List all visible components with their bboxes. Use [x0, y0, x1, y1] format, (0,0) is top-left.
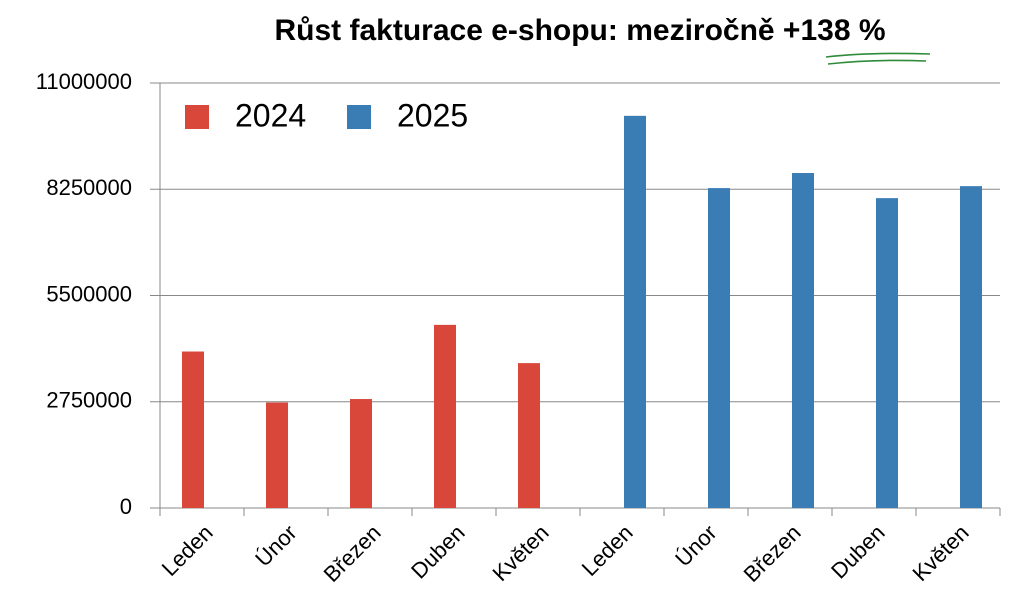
y-tick-label: 11000000: [36, 69, 132, 94]
y-tick-label: 2750000: [46, 388, 132, 413]
x-tick-label: Květen: [488, 520, 554, 586]
legend-label: 2025: [397, 97, 468, 133]
bar: [182, 351, 204, 508]
x-tick-label: Leden: [157, 520, 218, 581]
x-tick-label: Březen: [319, 520, 386, 587]
title-underline: [825, 52, 931, 65]
bar: [266, 402, 288, 508]
x-tick-label: Březen: [739, 520, 806, 587]
bar: [960, 186, 982, 508]
legend-label: 2024: [235, 97, 306, 133]
bar: [624, 115, 646, 508]
bar: [708, 188, 730, 508]
bar: [518, 363, 540, 508]
chart-title: Růst fakturace e-shopu: meziročně +138 %: [274, 14, 885, 47]
bar: [434, 324, 456, 508]
x-tick-label: Únor: [670, 520, 721, 571]
y-tick-label: 8250000: [46, 175, 132, 200]
legend-swatch: [347, 105, 371, 129]
bar: [876, 198, 898, 509]
bar: [350, 399, 372, 508]
legend-swatch: [185, 105, 209, 129]
y-tick-label: 0: [120, 494, 132, 519]
x-tick-label: Květen: [908, 520, 974, 586]
x-tick-label: Leden: [577, 520, 638, 581]
bar: [792, 173, 814, 509]
y-tick-label: 5500000: [46, 281, 132, 306]
x-tick-label: Duben: [406, 520, 470, 584]
x-tick-label: Únor: [250, 520, 301, 571]
x-tick-label: Duben: [826, 520, 890, 584]
